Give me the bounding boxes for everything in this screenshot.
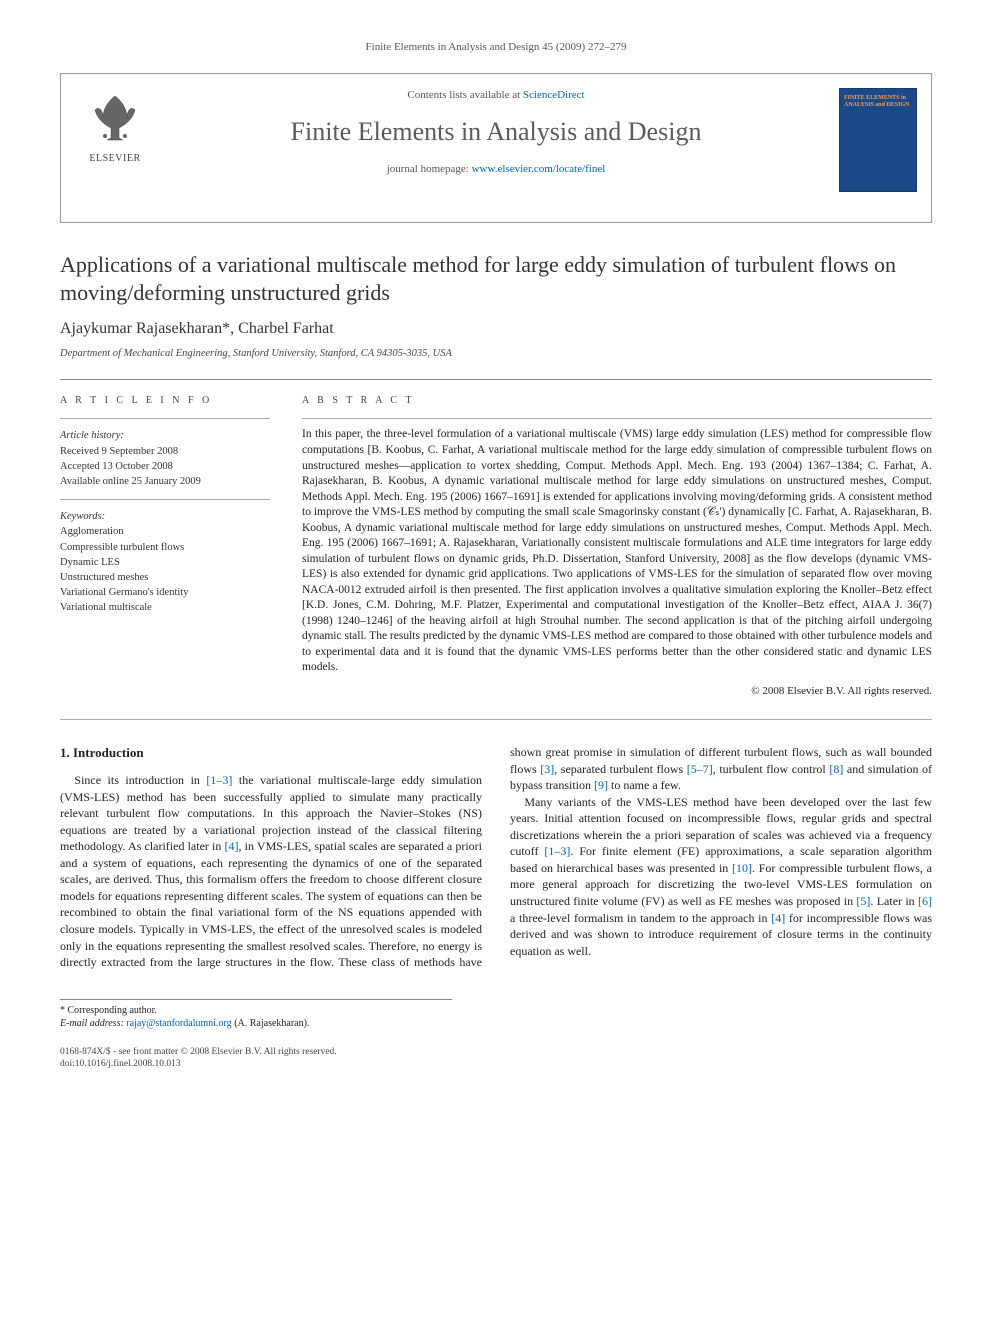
front-matter-line: 0168-874X/$ - see front matter © 2008 El… — [60, 1046, 932, 1058]
body-columns: 1. Introduction Since its introduction i… — [60, 744, 932, 971]
keyword: Variational multiscale — [60, 601, 270, 615]
history-line: Available online 25 January 2009 — [60, 475, 270, 489]
abstract-heading: A B S T R A C T — [302, 394, 932, 408]
bottom-meta: 0168-874X/$ - see front matter © 2008 El… — [60, 1046, 932, 1071]
keywords-label: Keywords: — [60, 510, 270, 524]
contents-line: Contents lists available at ScienceDirec… — [179, 88, 813, 103]
journal-center-column: Contents lists available at ScienceDirec… — [179, 88, 813, 177]
body-text: Since its introduction in — [74, 773, 206, 787]
journal-header-box: ELSEVIER FINITE ELEMENTS in ANALYSIS and… — [60, 73, 932, 223]
rule-mid — [60, 719, 932, 720]
info-rule — [60, 499, 270, 500]
email-line: E-mail address: rajay@stanfordalumni.org… — [60, 1017, 452, 1030]
corresponding-author: * Corresponding author. — [60, 1004, 452, 1017]
publisher-label: ELSEVIER — [75, 152, 155, 166]
journal-name: Finite Elements in Analysis and Design — [179, 114, 813, 150]
running-header: Finite Elements in Analysis and Design 4… — [60, 40, 932, 55]
ref-link[interactable]: [10] — [732, 861, 752, 875]
info-rule — [60, 418, 270, 419]
homepage-link[interactable]: www.elsevier.com/locate/finel — [472, 163, 606, 175]
email-label: E-mail address: — [60, 1018, 126, 1029]
abstract-rule — [302, 418, 932, 419]
email-suffix: (A. Rajasekharan). — [232, 1018, 310, 1029]
elsevier-tree-icon — [85, 88, 145, 148]
affiliation: Department of Mechanical Engineering, St… — [60, 347, 932, 362]
sciencedirect-link[interactable]: ScienceDirect — [523, 89, 585, 101]
article-info-column: A R T I C L E I N F O Article history: R… — [60, 394, 270, 699]
doi-line: doi:10.1016/j.finel.2008.10.013 — [60, 1058, 932, 1070]
keyword: Dynamic LES — [60, 556, 270, 570]
footnote-block: * Corresponding author. E-mail address: … — [60, 999, 452, 1030]
ref-link[interactable]: [6] — [918, 894, 932, 908]
ref-link[interactable]: [3] — [540, 762, 554, 776]
ref-link[interactable]: [9] — [594, 778, 608, 792]
section-heading: 1. Introduction — [60, 744, 482, 762]
ref-link[interactable]: [1–3] — [206, 773, 232, 787]
ref-link[interactable]: [5] — [856, 894, 870, 908]
history-line: Accepted 13 October 2008 — [60, 460, 270, 474]
ref-link[interactable]: [1–3] — [544, 844, 570, 858]
email-link[interactable]: rajay@stanfordalumni.org — [126, 1018, 231, 1029]
history-label: Article history: — [60, 429, 270, 443]
rule-top — [60, 379, 932, 380]
history-line: Received 9 September 2008 — [60, 445, 270, 459]
keyword: Agglomeration — [60, 525, 270, 539]
keyword: Variational Germano's identity — [60, 586, 270, 600]
body-text: , separated turbulent flows — [554, 762, 687, 776]
ref-link[interactable]: [4] — [771, 911, 785, 925]
body-text: to name a few. — [608, 778, 681, 792]
article-info-heading: A R T I C L E I N F O — [60, 394, 270, 408]
authors: Ajaykumar Rajasekharan*, Charbel Farhat — [60, 318, 932, 340]
cover-thumb-title: FINITE ELEMENTS in ANALYSIS and DESIGN — [844, 95, 912, 108]
paper-title: Applications of a variational multiscale… — [60, 251, 932, 306]
publisher-block: ELSEVIER — [75, 88, 155, 166]
homepage-line: journal homepage: www.elsevier.com/locat… — [179, 162, 813, 177]
ref-link[interactable]: [5–7] — [687, 762, 713, 776]
body-text: a three-level formalism in tandem to the… — [510, 911, 771, 925]
body-text: , turbulent flow control — [713, 762, 830, 776]
info-abstract-row: A R T I C L E I N F O Article history: R… — [60, 394, 932, 699]
keyword: Compressible turbulent flows — [60, 541, 270, 555]
ref-link[interactable]: [8] — [829, 762, 843, 776]
contents-prefix: Contents lists available at — [407, 89, 522, 101]
keyword: Unstructured meshes — [60, 571, 270, 585]
abstract-column: A B S T R A C T In this paper, the three… — [302, 394, 932, 699]
body-text: . Later in — [870, 894, 918, 908]
body-paragraph: Many variants of the VMS-LES method have… — [510, 794, 932, 959]
homepage-prefix: journal homepage: — [387, 163, 472, 175]
abstract-copyright: © 2008 Elsevier B.V. All rights reserved… — [302, 684, 932, 699]
journal-cover-thumb: FINITE ELEMENTS in ANALYSIS and DESIGN — [839, 88, 917, 192]
abstract-text: In this paper, the three-level formulati… — [302, 427, 932, 675]
ref-link[interactable]: [4] — [225, 839, 239, 853]
